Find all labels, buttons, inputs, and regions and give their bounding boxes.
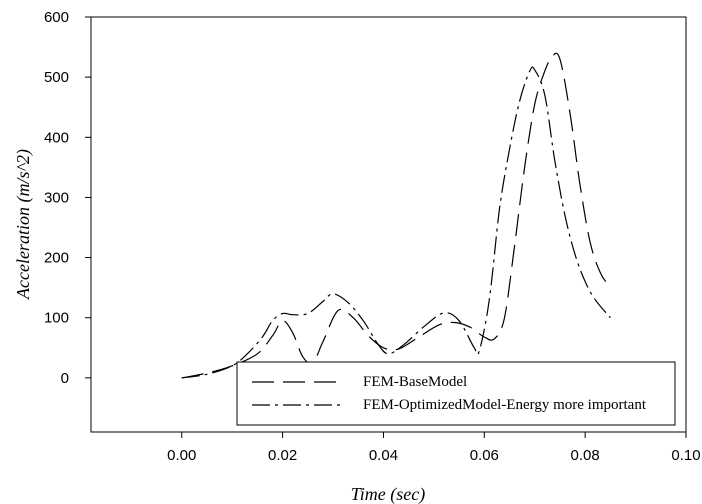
- plot-frame: [90, 16, 687, 433]
- series-layer: [181, 52, 611, 379]
- ticks-layer: 0.00 0.02 0.04 0.06 0.08 0.10 0 100 200 300 400 500…: [44, 9, 701, 464]
- y-tick-label: 600: [44, 9, 69, 26]
- legend-label-base-model: FEM-BaseModel: [363, 374, 467, 390]
- x-tick-label: 0.10: [671, 447, 700, 464]
- legend-box: [236, 361, 676, 426]
- legend-label-optimized-model: FEM-OptimizedModel-Energy more important: [363, 397, 647, 413]
- x-axis-title: Time (sec): [351, 484, 425, 504]
- legend: FEM-BaseModel FEM-OptimizedModel-Energy …: [236, 361, 676, 426]
- y-tick-label: 200: [44, 250, 69, 267]
- y-tick-label: 0: [61, 370, 69, 387]
- x-tick-label: 0.00: [167, 447, 196, 464]
- series-line-base-model: [181, 52, 611, 379]
- y-tick-label: 100: [44, 310, 69, 327]
- plot-area: [90, 16, 687, 433]
- x-tick-label: 0.02: [268, 447, 297, 464]
- y-tick-label: 300: [44, 189, 69, 206]
- x-tick-label: 0.08: [571, 447, 600, 464]
- series-line-optimized-model: [181, 66, 611, 379]
- y-tick-label: 400: [44, 129, 69, 146]
- x-tick-label: 0.04: [369, 447, 398, 464]
- y-tick-label: 500: [44, 69, 69, 86]
- y-axis-title: Acceleration (m/s^2): [13, 149, 34, 300]
- x-tick-label: 0.06: [470, 447, 499, 464]
